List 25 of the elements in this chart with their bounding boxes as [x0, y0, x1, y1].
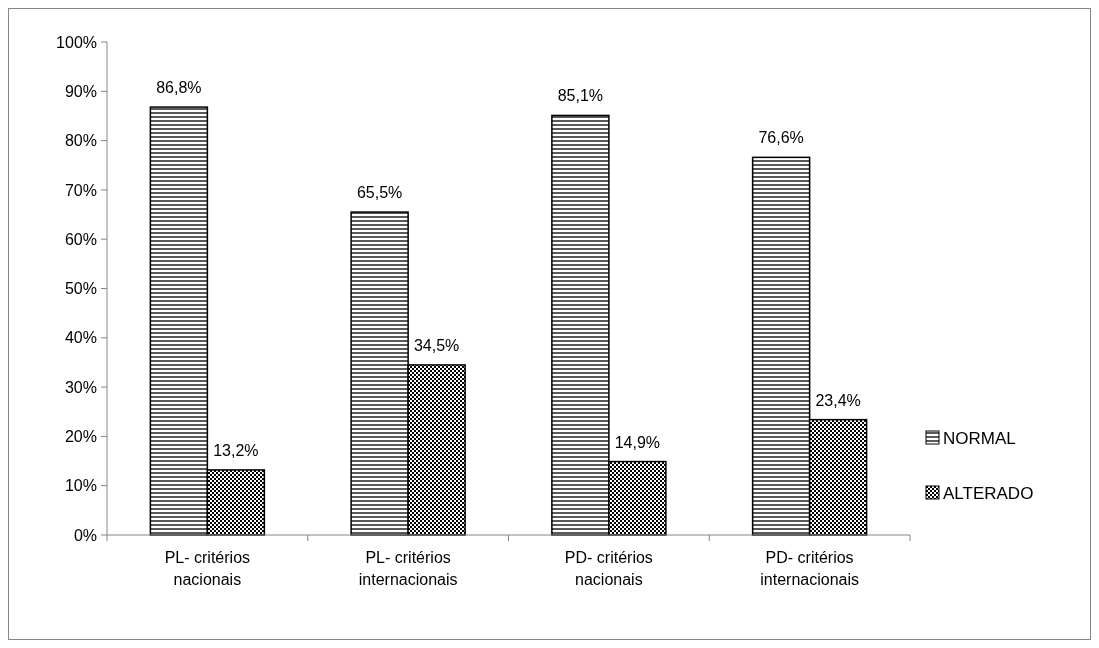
legend-label: NORMAL [943, 428, 1016, 448]
y-tick-label: 20% [64, 428, 97, 445]
x-tick-label: PD- critérios nacionais [564, 549, 653, 588]
data-label: 13,2% [213, 441, 259, 459]
y-tick-label: 80% [64, 132, 97, 150]
data-label: 65,5% [356, 184, 403, 202]
y-tick-label: 100% [56, 33, 97, 51]
x-tick-label: PL- critérios internacionais [358, 549, 458, 588]
y-tick-label: 70% [64, 181, 97, 199]
y-tick-label: 90% [64, 82, 97, 100]
y-tick-label: 30% [64, 378, 97, 396]
y-tick-label: 0% [73, 526, 97, 544]
data-label: 34,5% [413, 336, 460, 354]
y-tick-label: 10% [64, 477, 97, 495]
data-label: 23,4% [815, 391, 861, 409]
y-tick-label: 50% [64, 280, 97, 298]
data-label: 14,9% [614, 433, 661, 451]
data-label: 76,6% [758, 129, 804, 147]
legend-label: ALTERADO [943, 483, 1034, 503]
x-tick-label: PD- critérios internacionais [760, 549, 859, 588]
data-label: 85,1% [557, 87, 604, 105]
x-tick-label: PL- critérios nacionais [164, 549, 251, 588]
y-tick-label: 60% [64, 230, 97, 248]
y-tick-label: 40% [64, 329, 97, 347]
data-label: 86,8% [156, 79, 202, 97]
